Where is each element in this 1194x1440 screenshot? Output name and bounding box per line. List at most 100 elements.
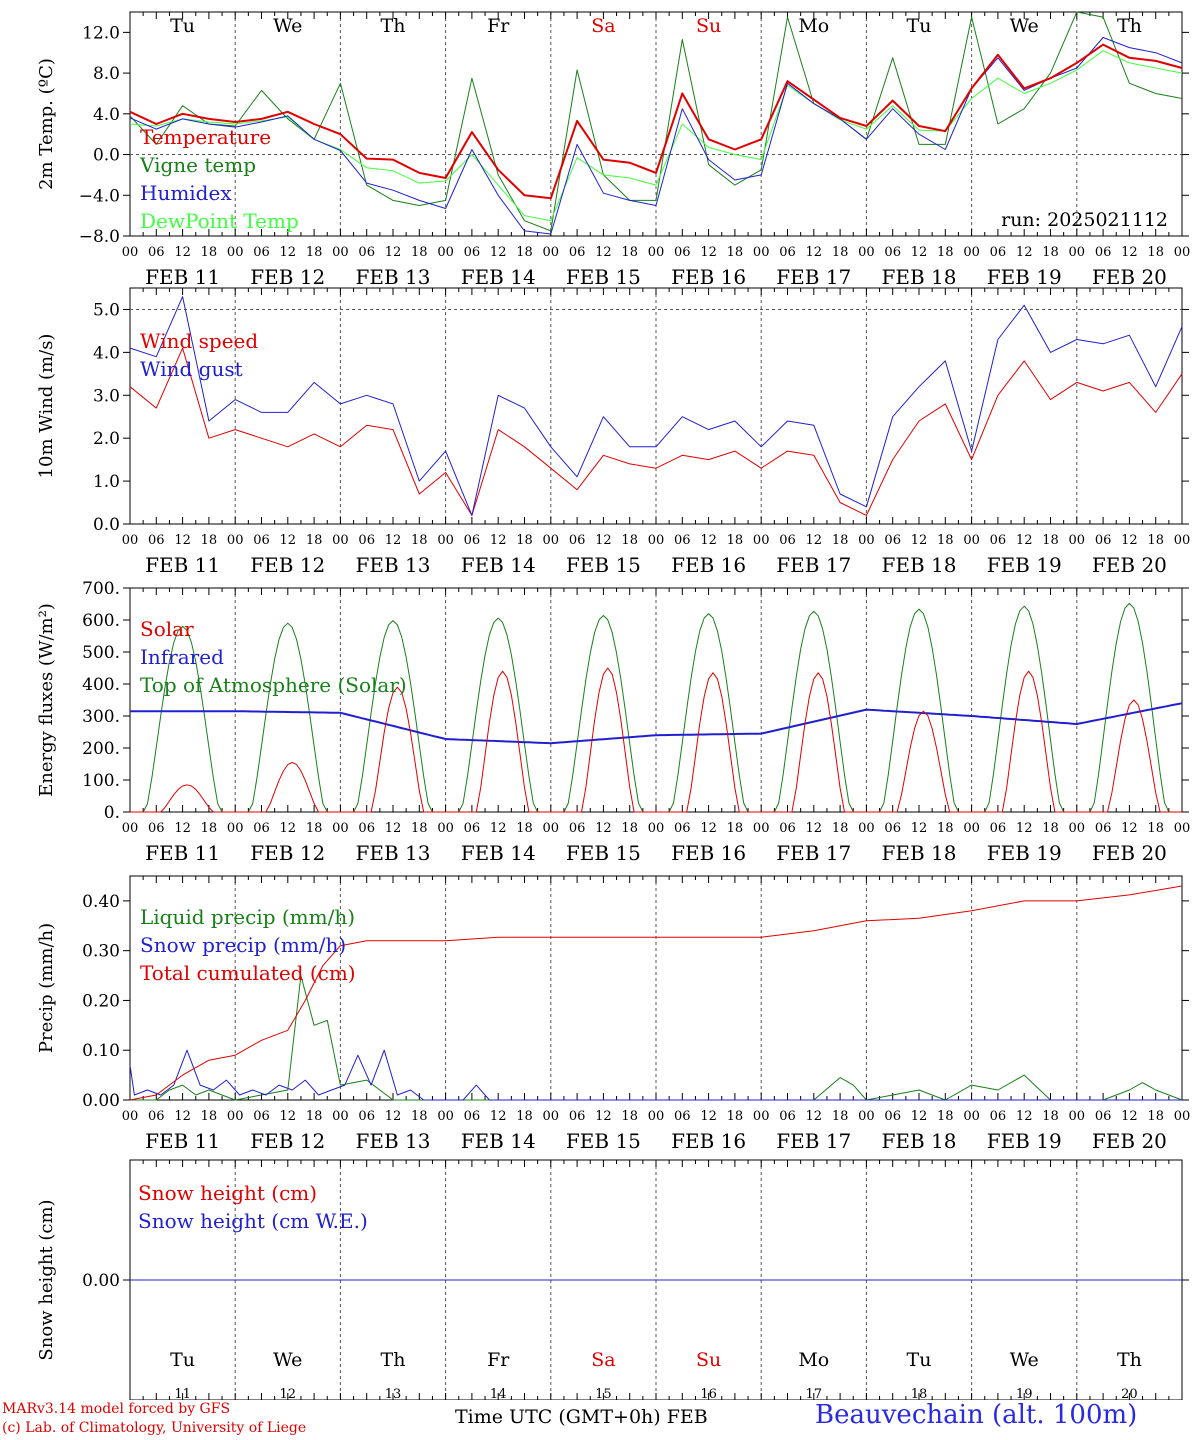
hour-label: 18 xyxy=(727,245,744,260)
meteogram: −8.0 −4.0 0.0 4.0 8.0 12.0 2m Temp. (ºC) Temper… xyxy=(36,11,1191,1402)
day-number-label: 18 xyxy=(911,1387,928,1400)
y-tick-label: 4.0 xyxy=(93,343,120,363)
hour-label: 18 xyxy=(201,1109,218,1124)
hour-label: 12 xyxy=(595,533,612,548)
y-tick-label: 600. xyxy=(82,611,120,631)
hour-label: 18 xyxy=(201,245,218,260)
y-tick-label: −8.0 xyxy=(79,227,120,247)
hour-label: 06 xyxy=(253,533,270,548)
series-line-total-cumulated-cm- xyxy=(129,885,1183,1101)
hour-label: 00 xyxy=(227,1109,244,1124)
date-label: FEB 11 xyxy=(145,553,220,577)
date-label: FEB 13 xyxy=(356,265,431,289)
series-line-vigne-temp xyxy=(129,11,1183,232)
date-label: FEB 16 xyxy=(671,265,746,289)
hour-label: 12 xyxy=(911,1109,928,1124)
hour-label: 18 xyxy=(516,533,533,548)
hour-label: 18 xyxy=(832,1109,849,1124)
hour-label: 12 xyxy=(1016,1109,1033,1124)
day-number-label: 12 xyxy=(280,1387,297,1400)
weekday-label: Tu xyxy=(907,15,932,37)
date-label: FEB 16 xyxy=(671,1129,746,1153)
legend-entry: Solar xyxy=(140,617,194,641)
hour-label: 00 xyxy=(332,821,349,836)
legend-entry: Vigne temp xyxy=(139,153,256,177)
y-tick-label: 0. xyxy=(104,803,120,823)
hour-label: 12 xyxy=(174,533,191,548)
panel-frame-temperature xyxy=(129,11,1183,237)
hour-label: 06 xyxy=(148,821,165,836)
date-label: FEB 15 xyxy=(566,841,641,865)
weekday-label: Tu xyxy=(170,1349,195,1371)
legend-entry: Wind speed xyxy=(140,329,258,353)
hour-label: 00 xyxy=(858,821,875,836)
hour-label: 12 xyxy=(385,245,402,260)
hour-label: 18 xyxy=(411,245,428,260)
hour-label: 00 xyxy=(1069,821,1086,836)
weekday-label: Sa xyxy=(591,1349,615,1371)
date-label: FEB 12 xyxy=(250,841,325,865)
date-label: FEB 17 xyxy=(776,553,851,577)
hour-label: 18 xyxy=(516,245,533,260)
hour-label: 00 xyxy=(648,821,665,836)
hour-label: 18 xyxy=(1042,245,1059,260)
date-label: FEB 20 xyxy=(1092,553,1167,577)
series-line-humidex xyxy=(129,37,1183,235)
hour-label: 12 xyxy=(1016,245,1033,260)
date-label: FEB 17 xyxy=(776,265,851,289)
hour-label: 12 xyxy=(490,1109,507,1124)
date-label: FEB 15 xyxy=(566,1129,641,1153)
hour-label: 06 xyxy=(674,533,691,548)
hour-label: 12 xyxy=(174,821,191,836)
day-number-label: 17 xyxy=(806,1387,823,1400)
hour-label: 06 xyxy=(674,245,691,260)
lab-credit: (c) Lab. of Climatology, University of L… xyxy=(2,1420,307,1436)
hour-label: 00 xyxy=(1174,1109,1191,1124)
date-label: FEB 11 xyxy=(145,1129,220,1153)
hour-label: 12 xyxy=(385,533,402,548)
hour-label: 00 xyxy=(963,821,980,836)
date-label: FEB 11 xyxy=(145,265,220,289)
hour-label: 12 xyxy=(490,533,507,548)
hour-label: 00 xyxy=(227,245,244,260)
hour-label: 00 xyxy=(122,245,139,260)
hour-label: 00 xyxy=(227,533,244,548)
meteogram-svg: −8.0 −4.0 0.0 4.0 8.0 12.0 2m Temp. (ºC) Temper… xyxy=(36,11,1191,1402)
hour-label: 06 xyxy=(884,1109,901,1124)
day-number-label: 14 xyxy=(490,1387,507,1400)
date-label: FEB 12 xyxy=(250,265,325,289)
panel-frame-energy xyxy=(129,587,1183,813)
weekday-label: We xyxy=(273,1349,302,1371)
hour-label: 18 xyxy=(1147,245,1164,260)
date-label: FEB 17 xyxy=(776,841,851,865)
hour-label: 12 xyxy=(385,821,402,836)
date-label: FEB 12 xyxy=(250,553,325,577)
weekday-label: Mo xyxy=(798,15,829,37)
month-label: FEB xyxy=(666,1406,708,1428)
weekday-label: Fr xyxy=(487,15,510,37)
hour-label: 06 xyxy=(569,821,586,836)
hour-label: 18 xyxy=(1147,1109,1164,1124)
hour-label: 00 xyxy=(227,821,244,836)
date-label: FEB 13 xyxy=(356,553,431,577)
weekday-label: Th xyxy=(381,1349,406,1371)
hour-label: 06 xyxy=(464,1109,481,1124)
y-axis-label: 10m Wind (m/s) xyxy=(36,334,57,479)
y-tick-label: −4.0 xyxy=(79,186,120,206)
y-tick-label: 1.0 xyxy=(93,472,120,492)
date-label: FEB 13 xyxy=(356,841,431,865)
series-line-wind-gust xyxy=(129,296,1183,516)
hour-label: 12 xyxy=(911,533,928,548)
hour-label: 18 xyxy=(306,821,323,836)
hour-label: 06 xyxy=(1095,1109,1112,1124)
date-label: FEB 19 xyxy=(987,553,1062,577)
hour-label: 00 xyxy=(753,1109,770,1124)
hour-label: 12 xyxy=(490,821,507,836)
hour-label: 00 xyxy=(963,1109,980,1124)
y-axis-label: Snow height (cm) xyxy=(36,1199,57,1360)
weekday-label: Mo xyxy=(798,1349,829,1371)
date-label: FEB 14 xyxy=(461,265,536,289)
hour-label: 06 xyxy=(148,533,165,548)
hour-label: 00 xyxy=(122,533,139,548)
hour-label: 12 xyxy=(1121,245,1138,260)
